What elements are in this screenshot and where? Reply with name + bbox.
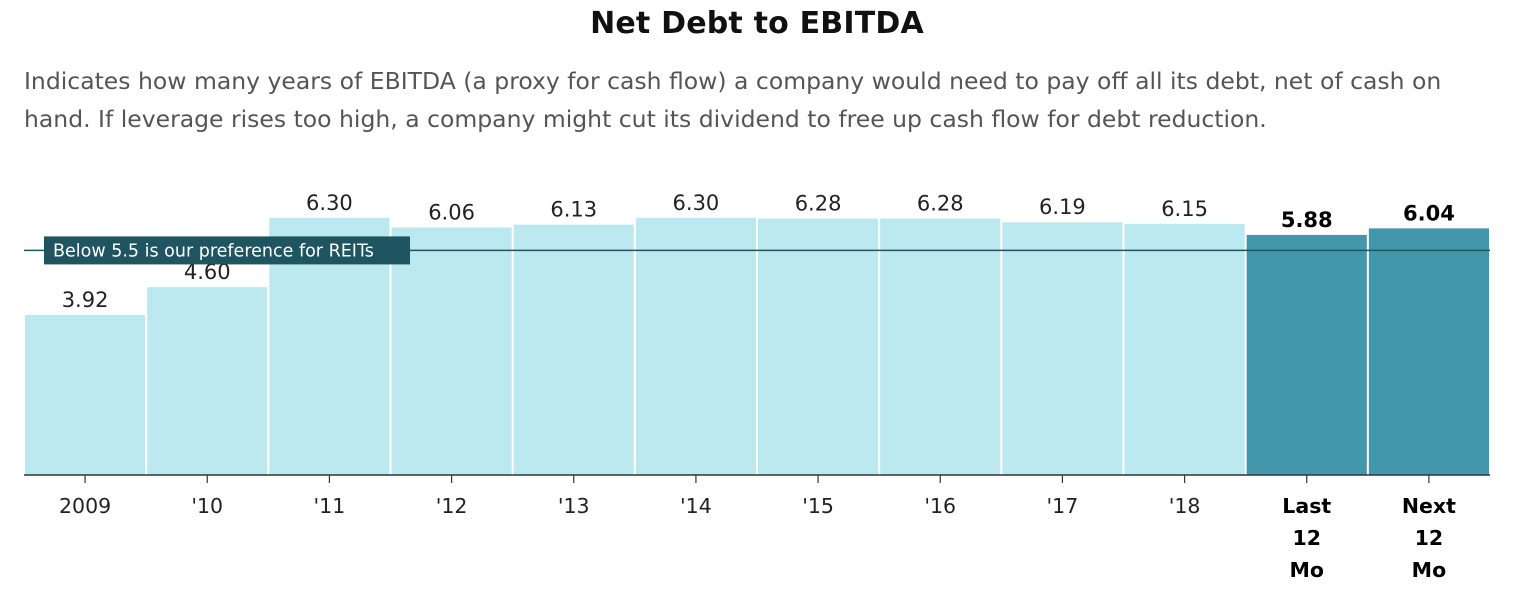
bar-value-label: 3.92 <box>62 288 109 312</box>
x-tick-label: Next 12 Mo <box>1402 494 1456 582</box>
bar-value-label: 6.30 <box>306 191 353 215</box>
x-tick-label: '12 <box>436 494 468 518</box>
bar <box>1246 234 1367 475</box>
bar <box>147 287 268 475</box>
x-tick-label: '11 <box>314 494 346 518</box>
bar-value-label: 6.28 <box>795 192 842 216</box>
x-tick-label: Last 12 Mo <box>1282 494 1331 582</box>
bar <box>1124 223 1245 475</box>
x-tick-label: '14 <box>680 494 712 518</box>
bar-value-label: 6.28 <box>917 192 964 216</box>
bar <box>1002 222 1123 475</box>
chart-title: Net Debt to EBITDA <box>590 6 924 41</box>
x-tick-label: 2009 <box>59 494 111 518</box>
x-tick-label: '13 <box>558 494 590 518</box>
bar <box>25 314 146 475</box>
x-tick-label: '15 <box>802 494 834 518</box>
chart-subtitle: Indicates how many years of EBITDA (a pr… <box>24 67 1442 133</box>
x-tick-label: '17 <box>1047 494 1079 518</box>
bar-value-label: 5.88 <box>1281 208 1333 232</box>
bar <box>635 217 756 475</box>
bar <box>758 218 879 476</box>
bar <box>1368 228 1489 475</box>
bar-value-label: 6.04 <box>1403 201 1455 225</box>
x-tick-label: '18 <box>1169 494 1201 518</box>
bar <box>391 227 512 475</box>
reference-label-box <box>44 236 410 265</box>
x-tick-label: '16 <box>924 494 956 518</box>
reference-label: Below 5.5 is our preference for REITs <box>53 241 374 261</box>
bar <box>880 218 1001 476</box>
bar-value-label: 6.13 <box>550 198 597 222</box>
bar <box>513 224 634 475</box>
bar-value-label: 6.30 <box>673 191 720 215</box>
bar-value-label: 6.15 <box>1161 197 1208 221</box>
bar-value-label: 6.06 <box>428 201 475 225</box>
bar-value-label: 6.19 <box>1039 195 1086 219</box>
x-tick-label: '10 <box>191 494 223 518</box>
